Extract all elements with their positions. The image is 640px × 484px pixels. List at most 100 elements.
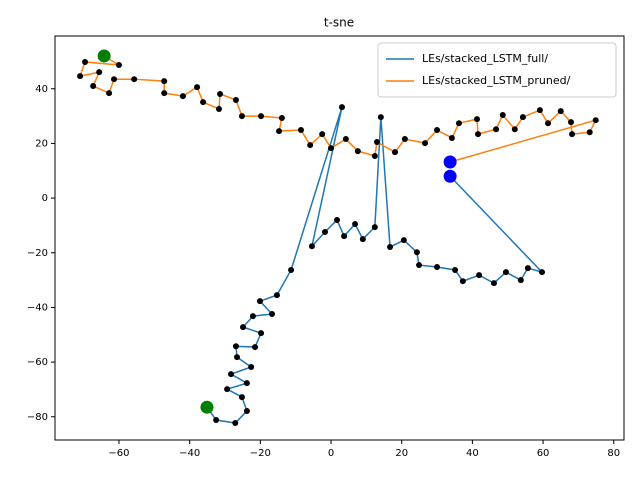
- data-point: [217, 90, 224, 97]
- data-point: [258, 330, 265, 337]
- data-point: [476, 272, 483, 279]
- legend-label: LEs/stacked_LSTM_pruned/: [422, 74, 571, 87]
- x-tick-label: −40: [179, 448, 200, 459]
- data-point: [90, 83, 97, 90]
- data-point: [519, 114, 526, 121]
- data-point: [111, 76, 118, 83]
- data-point: [308, 243, 315, 250]
- data-point: [413, 249, 420, 256]
- data-point: [256, 298, 263, 305]
- data-point: [567, 119, 574, 126]
- data-point: [387, 244, 394, 251]
- data-point: [131, 76, 138, 83]
- data-point: [234, 354, 241, 361]
- data-point: [502, 269, 509, 276]
- data-point: [328, 145, 335, 152]
- data-point: [373, 139, 380, 146]
- data-point: [539, 269, 546, 276]
- data-point: [391, 149, 398, 156]
- data-point: [592, 117, 599, 124]
- x-tick-label: 80: [607, 448, 620, 459]
- data-point: [243, 408, 250, 415]
- data-point: [400, 237, 407, 244]
- data-point: [319, 131, 326, 138]
- x-tick-label: 60: [537, 448, 550, 459]
- data-point: [77, 73, 84, 80]
- data-point: [377, 114, 384, 121]
- data-point: [194, 84, 201, 91]
- data-point: [473, 116, 480, 123]
- y-tick-label: −80: [27, 412, 48, 423]
- data-point: [557, 108, 564, 115]
- data-point: [96, 69, 103, 76]
- data-point: [106, 90, 113, 97]
- data-point: [258, 113, 265, 120]
- x-tick-label: −20: [250, 448, 271, 459]
- data-point: [288, 266, 295, 273]
- data-point: [161, 78, 168, 85]
- data-point: [354, 148, 361, 155]
- data-point: [455, 120, 462, 127]
- data-point: [475, 131, 482, 138]
- data-point: [238, 394, 245, 401]
- data-point: [499, 111, 506, 118]
- data-point: [545, 120, 552, 127]
- data-point: [352, 221, 359, 228]
- data-point: [459, 278, 466, 285]
- legend-label: LEs/stacked_LSTM_full/: [422, 52, 548, 65]
- data-point: [238, 113, 245, 120]
- data-point: [268, 310, 275, 317]
- end-marker: [443, 155, 457, 169]
- data-point: [252, 344, 259, 351]
- x-tick-label: 40: [466, 448, 479, 459]
- data-point: [276, 128, 283, 135]
- start-marker: [200, 400, 214, 414]
- data-point: [371, 152, 378, 159]
- data-point: [434, 263, 441, 270]
- data-point: [511, 126, 518, 133]
- data-point: [232, 96, 239, 103]
- data-point: [416, 262, 423, 269]
- data-point: [342, 136, 349, 143]
- data-point: [248, 364, 255, 371]
- data-point: [215, 105, 222, 112]
- y-tick-label: −20: [27, 248, 48, 259]
- data-point: [232, 420, 239, 427]
- data-point: [359, 236, 366, 243]
- data-point: [228, 371, 235, 378]
- y-tick-label: −60: [27, 357, 48, 368]
- y-tick-label: 20: [35, 138, 48, 149]
- data-point: [490, 280, 497, 287]
- data-point: [536, 107, 543, 114]
- data-point: [586, 129, 593, 136]
- data-point: [243, 380, 250, 387]
- data-point: [524, 265, 531, 272]
- data-point: [307, 142, 314, 149]
- data-point: [422, 140, 429, 147]
- data-point: [517, 277, 524, 284]
- y-tick-label: 40: [35, 84, 48, 95]
- data-point: [240, 324, 247, 331]
- data-point: [297, 127, 304, 134]
- plot-frame: [54, 35, 625, 441]
- data-point: [273, 292, 280, 299]
- data-point: [493, 126, 500, 133]
- data-point: [200, 99, 207, 106]
- legend-box: [377, 42, 617, 98]
- data-point: [278, 115, 285, 122]
- data-point: [161, 90, 168, 97]
- data-point: [569, 131, 576, 138]
- x-tick-label: −60: [108, 448, 129, 459]
- data-point: [232, 343, 239, 350]
- y-tick-label: −40: [27, 302, 48, 313]
- start-marker: [97, 49, 111, 63]
- data-point: [249, 313, 256, 320]
- data-point: [341, 233, 348, 240]
- data-point: [448, 134, 455, 141]
- data-point: [371, 224, 378, 231]
- data-point: [334, 216, 341, 223]
- data-point: [338, 104, 345, 111]
- data-point: [322, 228, 329, 235]
- x-tick-label: 0: [328, 448, 334, 459]
- data-point: [434, 127, 441, 134]
